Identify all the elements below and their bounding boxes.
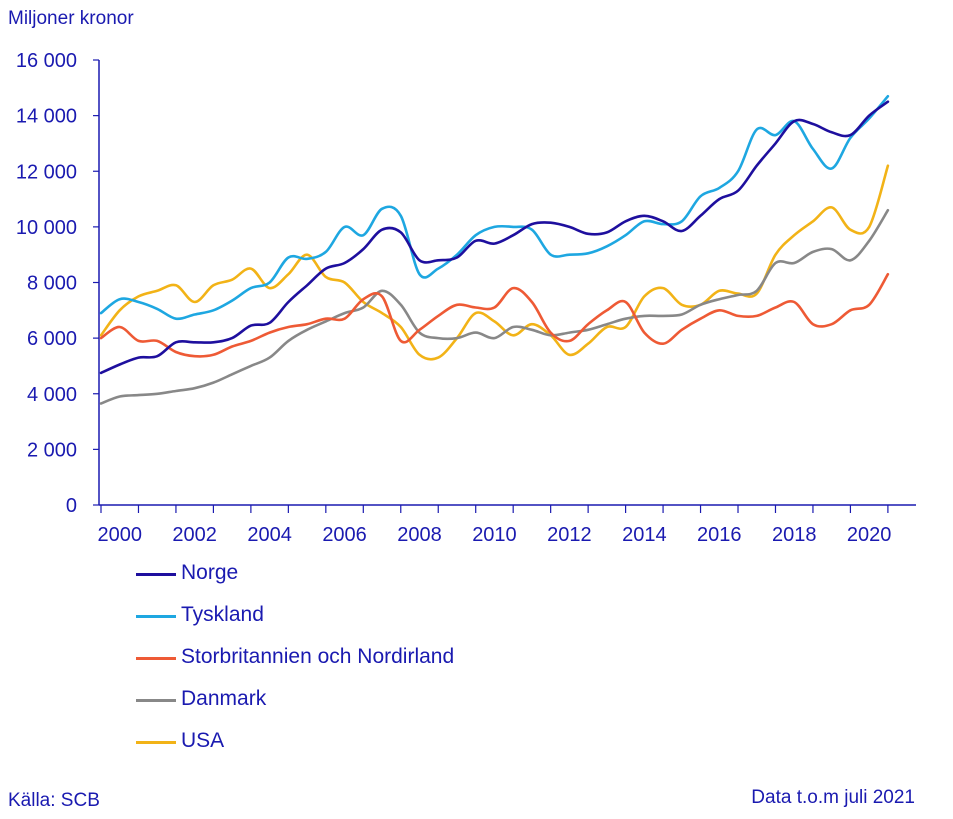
y-tick-label: 0 (66, 495, 77, 517)
x-tick-label: 2008 (397, 524, 442, 546)
legend-swatch (136, 699, 176, 702)
legend-label: Danmark (181, 687, 267, 710)
series-line-usa (99, 164, 890, 361)
data-date-note: Data t.o.m juli 2021 (751, 787, 915, 808)
x-tick-label: 2010 (472, 524, 517, 546)
legend-label: Tyskland (181, 603, 264, 626)
y-tick-label: 2 000 (27, 439, 77, 461)
x-tick-label: 2018 (772, 524, 817, 546)
x-tick-label: 2004 (247, 524, 292, 546)
x-tick-label: 2000 (97, 524, 142, 546)
x-tick-label: 2014 (622, 524, 667, 546)
x-tick-label: 2002 (172, 524, 217, 546)
y-tick-label: 8 000 (27, 273, 77, 295)
x-tick-label: 2006 (322, 524, 367, 546)
series-line-norge (99, 100, 890, 375)
x-tick-label: 2012 (547, 524, 592, 546)
y-tick-label: 12 000 (16, 161, 77, 183)
x-tick-label: 2016 (697, 524, 742, 546)
y-tick-label: 10 000 (16, 217, 77, 239)
source-note: Källa: SCB (8, 790, 100, 811)
legend-label: USA (181, 729, 225, 752)
legend-swatch (136, 573, 176, 576)
legend-item: Storbritannien och Nordirland (136, 644, 556, 672)
y-axis-label: Miljoner kronor (8, 8, 134, 29)
x-tick-label: 2020 (847, 524, 892, 546)
series-line-storbritannien-och-nordirland (99, 272, 890, 358)
y-tick-label: 14 000 (16, 106, 77, 128)
series-line-danmark (99, 208, 890, 405)
y-tick-label: 6 000 (27, 328, 77, 350)
legend-label: Norge (181, 561, 239, 584)
y-tick-label: 4 000 (27, 384, 77, 406)
axes: 0 2 000 4 000 6 000 8 000 10 000 12 000 14 000 1… (16, 50, 916, 546)
legend-swatch (136, 615, 176, 618)
legend-swatch (136, 657, 176, 660)
legend-item: Danmark (136, 686, 556, 714)
y-tick-label: 16 000 (16, 50, 77, 72)
series-line-tyskland (99, 94, 890, 321)
series-lines (99, 94, 890, 405)
legend-swatch (136, 741, 176, 744)
legend-item: Norge (136, 560, 556, 588)
legend-item: USA (136, 728, 556, 756)
legend-item: Tyskland (136, 602, 556, 630)
legend-label: Storbritannien och Nordirland (181, 645, 455, 668)
